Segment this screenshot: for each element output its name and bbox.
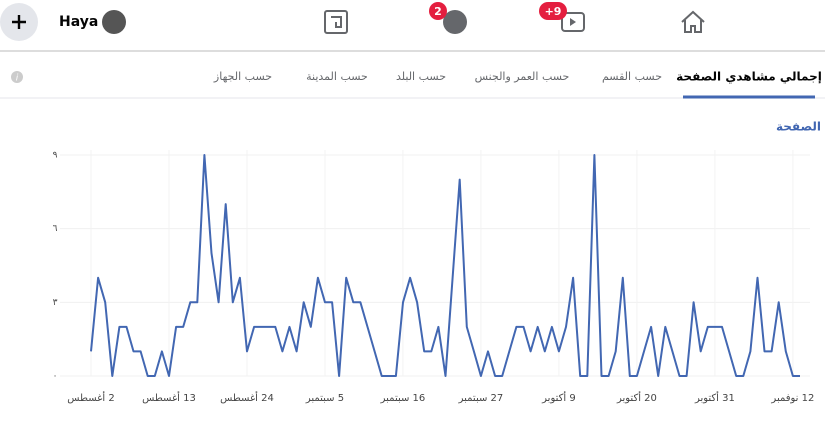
x-tick-label: 16 سبتمبر <box>380 393 426 404</box>
x-tick-label: 5 سبتمبر <box>305 393 344 404</box>
tab[interactable]: حسب المدينة <box>306 70 368 83</box>
chart: ٠ ٣ ٦ ٩ 2 أغسطس 13 أغسطس 24 أغسطس 5 سبتمبر 16 سب… <box>53 150 814 404</box>
line <box>90 154 800 377</box>
tab[interactable]: حسب القسم <box>602 70 662 83</box>
x-tick-label: 12 نوفمبر <box>770 393 814 404</box>
watch-icon[interactable] <box>561 12 585 32</box>
tab[interactable]: حسب البلد <box>396 70 446 83</box>
chart-title: إجمالي مشاهدي الصفحة <box>776 120 825 134</box>
avatar[interactable] <box>102 10 126 34</box>
y-tick-label: ٠ <box>53 372 58 382</box>
x-tick-label: 20 أكتوبر <box>616 391 657 404</box>
home-icon[interactable] <box>681 10 705 33</box>
y-tick-label: ٩ <box>53 151 58 161</box>
x-tick-label: 27 سبتمبر <box>458 393 504 404</box>
tab[interactable]: حسب الجهاز <box>213 70 272 83</box>
info-glyph: i <box>16 74 19 84</box>
badge <box>429 2 447 20</box>
tab-bar: إجمالي مشاهدي الصفحة حسب القسم حسب العمر و… <box>213 70 822 84</box>
play-icon <box>570 18 576 26</box>
groups-icon[interactable] <box>443 10 467 34</box>
nav-bar <box>0 0 825 50</box>
badge-count: +9 <box>545 5 562 18</box>
x-tick-label: 9 أكتوبر <box>541 391 576 404</box>
tab[interactable]: حسب العمر والجنس <box>475 70 570 83</box>
tab[interactable]: إجمالي مشاهدي الصفحة <box>676 70 822 84</box>
y-tick-label: ٦ <box>53 224 58 234</box>
badge <box>539 2 567 20</box>
badge-count: 2 <box>434 5 442 18</box>
gaming-icon[interactable] <box>324 10 348 34</box>
user-name[interactable]: Haya <box>59 14 98 30</box>
x-tick-label: 13 أغسطس <box>142 391 196 404</box>
plus-icon <box>12 15 26 29</box>
info-icon[interactable] <box>11 71 23 83</box>
x-tick-label: 31 أكتوبر <box>694 391 735 404</box>
x-tick-label: 24 أغسطس <box>220 391 274 404</box>
x-tick-label: 2 أغسطس <box>67 391 114 404</box>
gaming-icon-inner <box>331 16 342 28</box>
y-tick-label: ٣ <box>53 298 58 308</box>
